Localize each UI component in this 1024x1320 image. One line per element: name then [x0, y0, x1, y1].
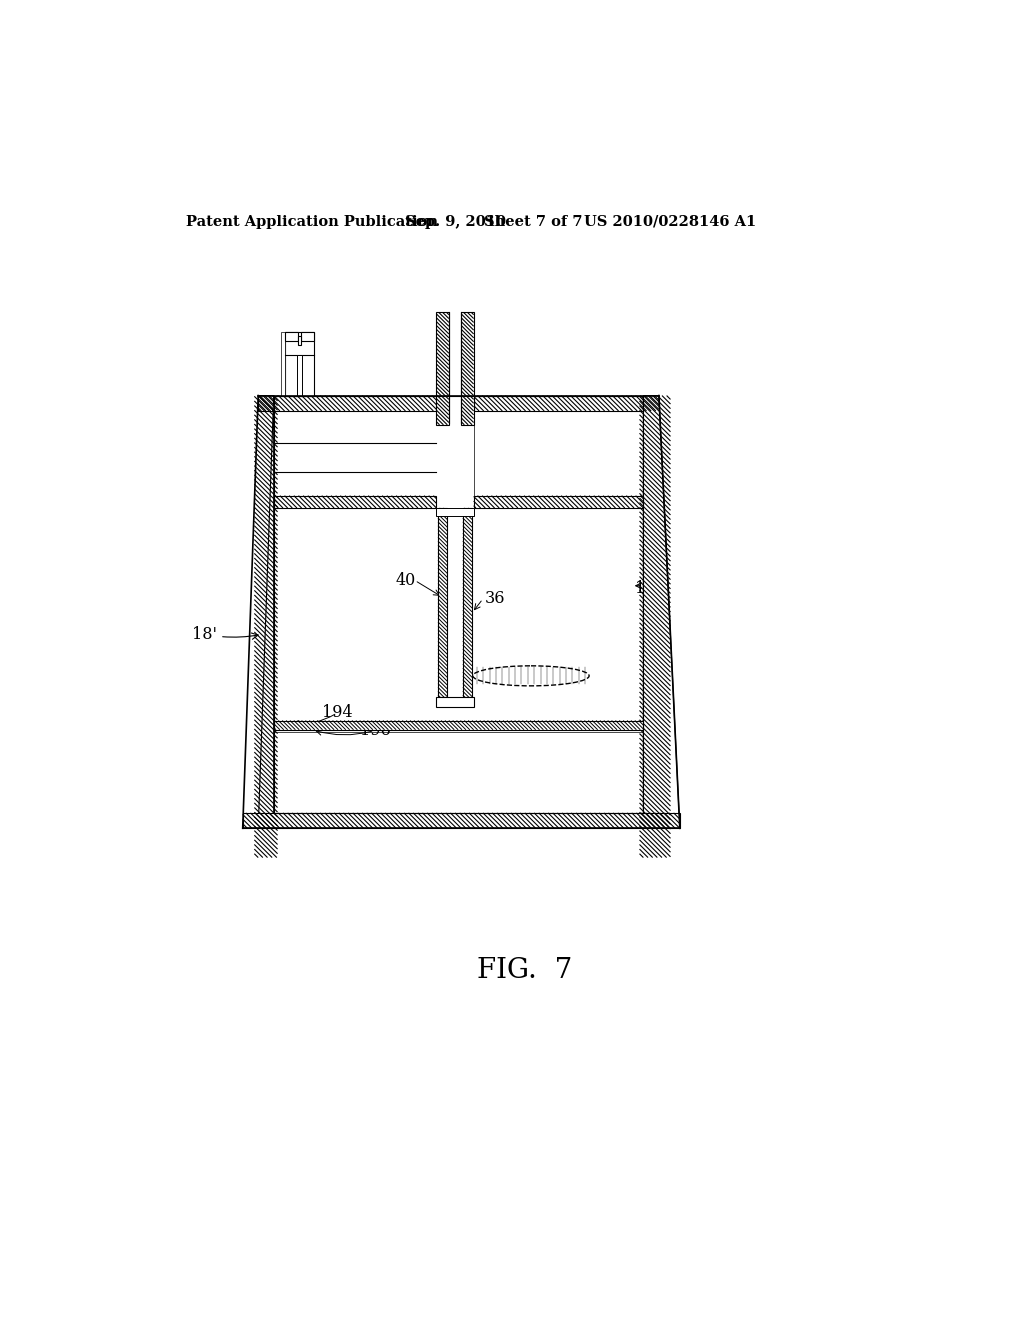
Text: 36: 36 — [484, 590, 505, 607]
Text: Sep. 9, 2010: Sep. 9, 2010 — [406, 215, 507, 228]
Bar — [461, 313, 474, 425]
Bar — [474, 411, 643, 496]
Bar — [258, 396, 436, 411]
Polygon shape — [643, 396, 680, 829]
Text: 194: 194 — [322, 705, 352, 721]
Bar — [282, 331, 285, 396]
Bar — [436, 313, 449, 425]
Bar — [438, 508, 447, 697]
Bar — [273, 411, 436, 496]
Text: US 2010/0228146 A1: US 2010/0228146 A1 — [584, 215, 756, 228]
Bar — [436, 508, 474, 516]
Text: 18': 18' — [193, 626, 258, 643]
Bar — [436, 697, 474, 706]
Bar — [474, 396, 658, 411]
Text: 40: 40 — [395, 572, 416, 589]
Bar — [463, 508, 472, 697]
Bar — [285, 331, 298, 341]
Bar — [297, 355, 302, 396]
Bar — [243, 813, 680, 829]
Bar — [273, 411, 643, 813]
Bar — [449, 313, 461, 425]
Text: Sheet 7 of 7: Sheet 7 of 7 — [484, 215, 583, 228]
Bar — [298, 335, 301, 345]
Bar — [273, 721, 643, 730]
Bar — [273, 508, 643, 813]
Text: 192: 192 — [635, 579, 666, 597]
Bar — [273, 496, 436, 508]
Bar — [447, 508, 463, 697]
Text: 19: 19 — [442, 647, 463, 664]
Bar — [474, 496, 643, 508]
Ellipse shape — [473, 665, 589, 686]
Text: FIG.  7: FIG. 7 — [477, 957, 572, 985]
Text: 196: 196 — [360, 722, 391, 739]
Text: Patent Application Publication: Patent Application Publication — [186, 215, 438, 228]
Bar — [285, 331, 314, 396]
Bar — [301, 331, 314, 341]
Polygon shape — [243, 396, 273, 829]
